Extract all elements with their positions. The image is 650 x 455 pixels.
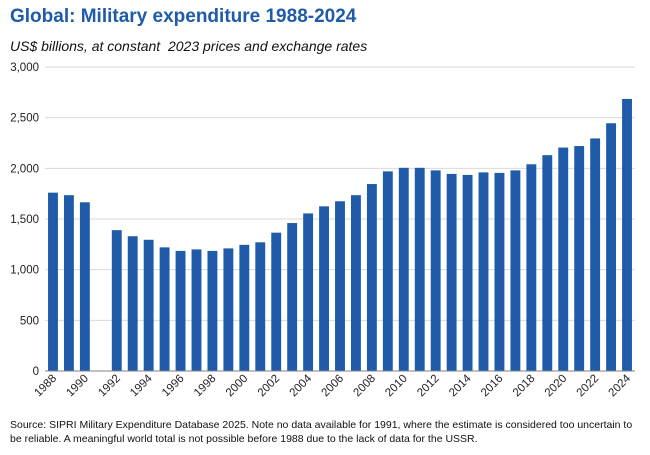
y-tick-label: 2,000 [10,163,39,175]
y-tick-label: 1,500 [10,214,39,226]
bar-2007 [351,195,361,371]
x-tick-label: 2002 [256,373,283,400]
bar-2004 [303,213,314,371]
bar-2014 [462,174,473,371]
chart-title: Global: Military expenditure 1988-2024 [10,6,357,27]
bar-1997 [191,249,202,371]
x-tick-label: 2006 [320,373,347,400]
x-tick-label: 2000 [224,373,251,400]
bar-2016 [494,172,505,371]
x-tick-label: 1998 [192,373,219,400]
bar-2001 [255,242,266,371]
x-tick-label: 2016 [479,373,506,400]
bar-2002 [271,232,282,371]
x-tick-label: 2014 [447,372,474,399]
bar-1992 [111,230,122,371]
y-tick-label: 2,500 [10,113,39,125]
x-tick-label: 2022 [575,373,602,400]
bar-2022 [590,138,601,371]
bar-2019 [542,155,553,371]
x-tick-label: 2010 [383,373,410,400]
x-tick-label: 1990 [64,373,91,400]
bar-1999 [223,248,234,371]
chart-subtitle: US$ billions, at constant 2023 prices an… [10,38,368,54]
bar-2010 [398,167,409,371]
bar-2018 [526,164,537,371]
gridlines [45,66,635,321]
bar-1996 [175,250,186,371]
bar-2012 [430,170,441,371]
x-tick-label: 2008 [351,373,378,400]
x-tick-label: 2020 [543,373,570,400]
bar-2000 [239,244,250,371]
bar-1994 [143,239,154,371]
bar-1988 [48,192,58,371]
y-tick-label: 1,000 [10,265,39,277]
bar-2013 [446,173,457,371]
bar-2003 [287,223,298,371]
y-tick-label: 3,000 [10,62,39,74]
bar-1993 [127,236,138,371]
bar-2008 [366,184,377,371]
x-tick-label: 2024 [607,372,634,399]
bar-1990 [79,202,90,371]
x-tick-label: 1994 [128,372,155,399]
bar-1989 [63,195,74,371]
bar-2015 [478,172,489,371]
bar-1995 [159,247,170,371]
source-note: Source: SIPRI Military Expenditure Datab… [10,419,633,445]
x-tick-label: 1992 [96,373,123,400]
x-tick-label: 1996 [160,373,187,400]
bar-2021 [574,146,585,371]
bar-1998 [207,250,218,371]
bar-2017 [510,170,521,371]
bar-2020 [558,147,569,371]
bar-2011 [414,167,425,371]
x-axis-ticks: 1988 1990 1992 1994 1996 1998 2000 2002 2004 2006… [33,372,634,399]
bar-2009 [382,171,393,371]
y-tick-label: 0 [33,366,39,378]
y-tick-label: 500 [20,315,39,327]
bar-2024 [622,98,632,372]
y-axis-ticks: 0 500 1,000 1,500 2,000 2,500 3,000 [10,62,39,378]
x-tick-label: 2018 [511,373,538,400]
bar-2023 [606,123,617,372]
bar-2005 [319,206,329,371]
bars [48,98,632,372]
x-tick-label: 2012 [415,373,442,400]
x-tick-label: 2004 [288,372,315,399]
bar-2006 [335,201,345,371]
